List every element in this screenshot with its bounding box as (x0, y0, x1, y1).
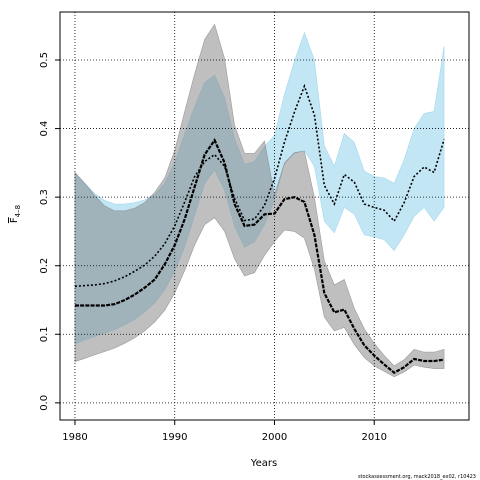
y-tick-label: 0.0 (39, 395, 50, 411)
series-lines (74, 83, 445, 375)
confidence-band-2 (74, 23, 445, 378)
series-line-1 (74, 83, 445, 288)
x-axis: 1980 1990 2000 2010 (62, 420, 387, 443)
y-tick-label: 0.3 (39, 189, 50, 205)
svg-text:F4–8: F4–8 (9, 205, 22, 223)
x-tick-label: 1980 (62, 432, 87, 443)
confidence-bands (74, 23, 445, 378)
y-tick-label: 0.2 (39, 258, 50, 274)
y-axis-title-main: F (9, 217, 20, 223)
y-axis-title-sub: 4–8 (14, 205, 22, 217)
grid (60, 12, 469, 420)
y-tick-label: 0.4 (39, 121, 50, 137)
plot-frame (59, 11, 470, 421)
y-tick-label: 0.1 (39, 326, 50, 342)
series-line-2 (74, 137, 445, 375)
y-axis: 0.0 0.1 0.2 0.3 0.4 0.5 (39, 52, 60, 411)
y-axis-title: F4–8 (9, 205, 22, 223)
x-tick-label: 2010 (362, 432, 387, 443)
y-tick-label: 0.5 (39, 52, 50, 68)
footer-note: stockassessment.org, mack2018_ex02, r104… (358, 474, 476, 480)
x-tick-label: 1990 (162, 432, 187, 443)
x-tick-label: 2000 (262, 432, 287, 443)
x-axis-title: Years (250, 458, 277, 469)
